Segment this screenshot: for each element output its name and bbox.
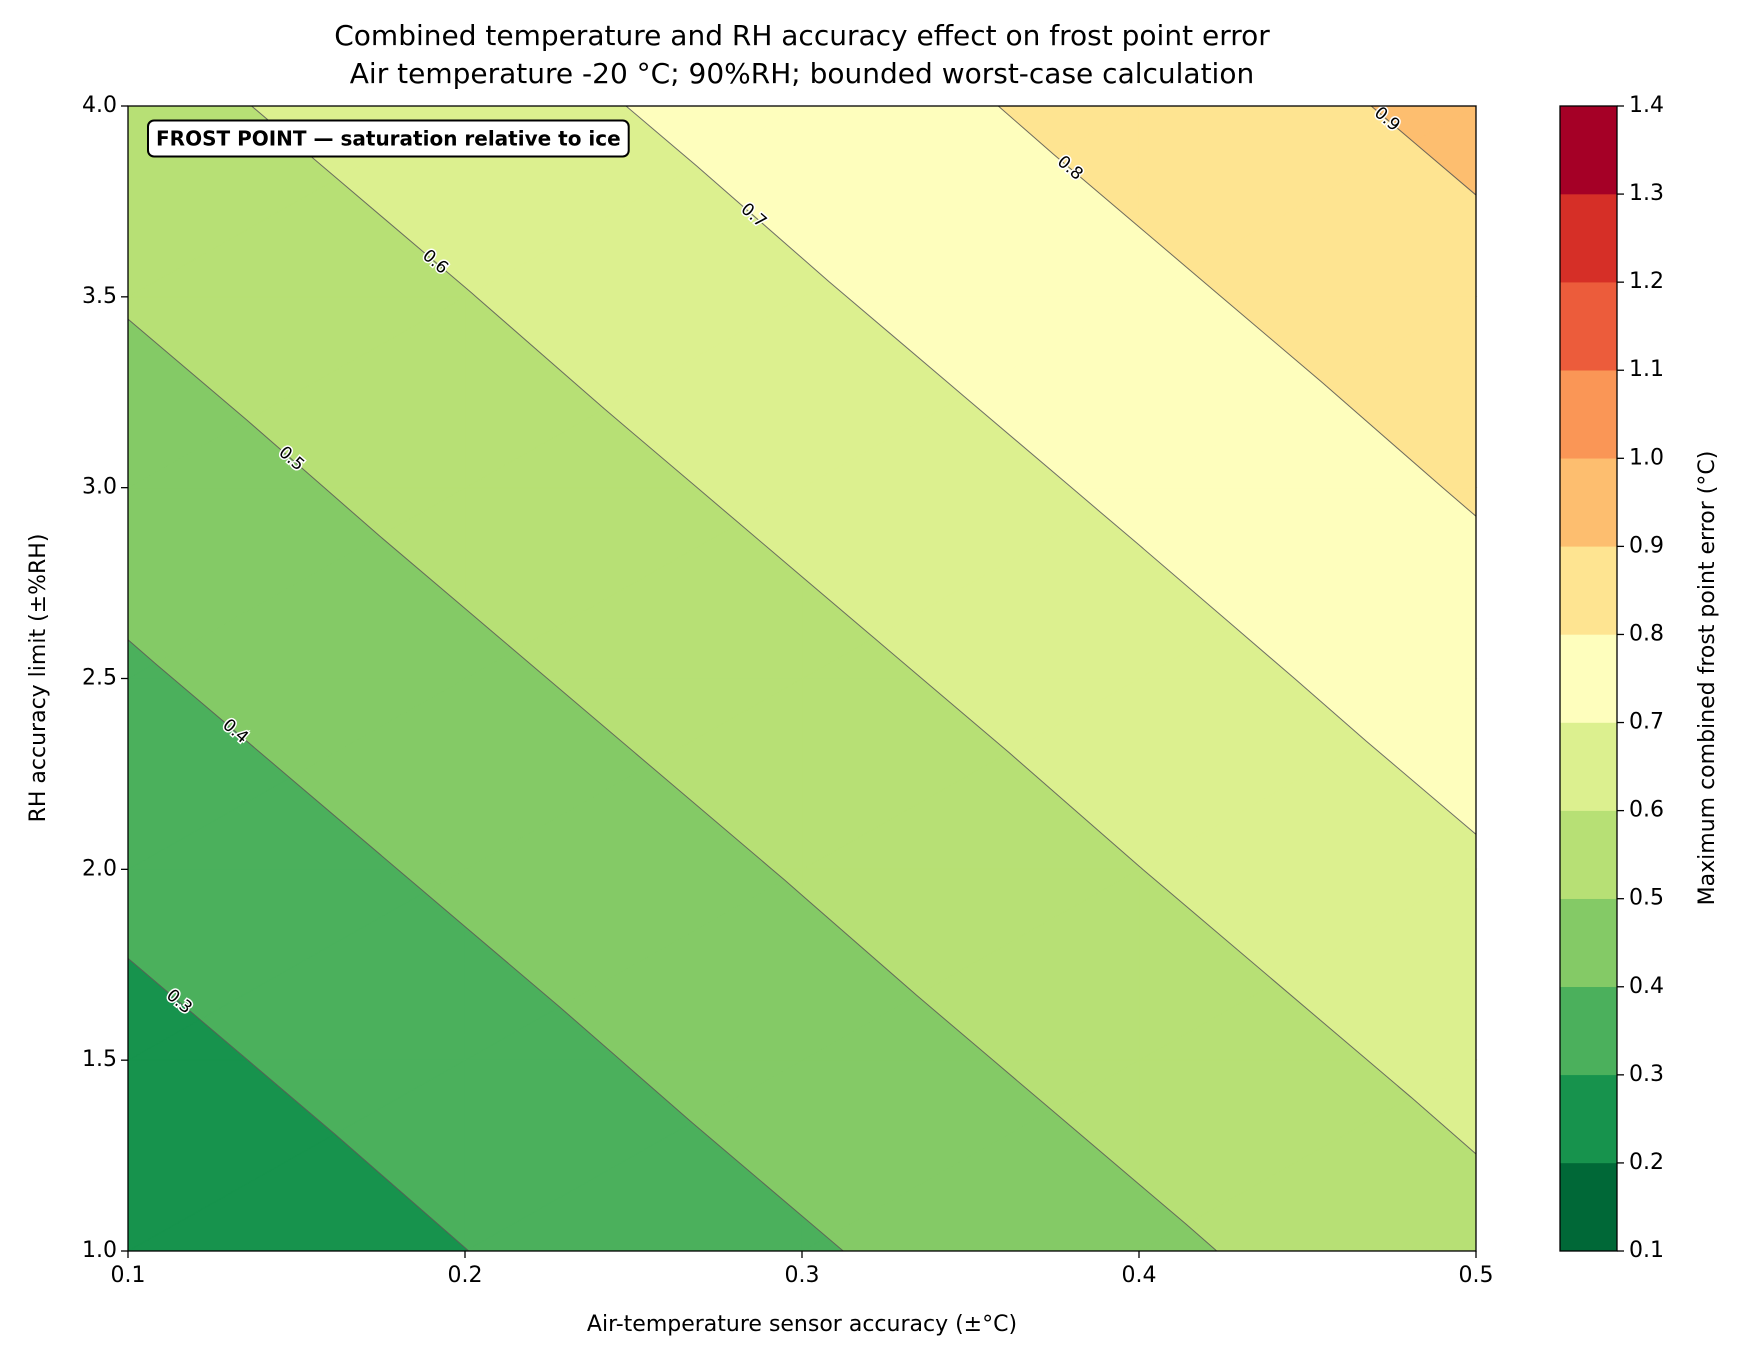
colorbar-tick-label: 0.8 <box>1629 621 1664 646</box>
colorbar-band <box>1559 458 1618 547</box>
chart-title: Combined temperature and RH accuracy eff… <box>334 19 1270 52</box>
colorbar-tick-label: 0.2 <box>1629 1150 1664 1175</box>
x-axis-label: Air-temperature sensor accuracy (±°C) <box>587 1312 1017 1337</box>
y-tick-label: 3.0 <box>82 475 117 500</box>
colorbar-band <box>1559 193 1618 283</box>
colorbar-tick-label: 0.3 <box>1629 1062 1664 1087</box>
contour-line <box>251 105 1477 1155</box>
colorbar-tick-label: 1.4 <box>1629 93 1664 118</box>
y-tick-label: 1.5 <box>82 1047 117 1072</box>
contour-line <box>127 639 844 1252</box>
colorbar-band <box>1559 898 1618 988</box>
colorbar-tick-label: 0.4 <box>1629 974 1664 999</box>
colorbar-tick-label: 1.0 <box>1629 445 1664 470</box>
contour-line <box>1370 105 1477 196</box>
y-tick-label: 2.0 <box>82 856 117 881</box>
contour-line <box>625 105 1477 835</box>
colorbar-band <box>1559 722 1618 811</box>
colorbar-band <box>1559 986 1618 1076</box>
x-tick-label: 0.4 <box>1122 1263 1157 1288</box>
colorbar-tick-label: 0.9 <box>1629 533 1664 558</box>
colorbar-tick-label: 1.1 <box>1629 357 1664 382</box>
colorbar-band <box>1559 281 1618 371</box>
colorbar-tick-label: 1.2 <box>1629 269 1664 294</box>
y-axis-label: RH accuracy limit (±%RH) <box>26 534 51 823</box>
colorbar-band <box>1559 546 1618 635</box>
colorbar-band <box>1559 1074 1618 1164</box>
y-tick-label: 1.0 <box>82 1238 117 1263</box>
y-tick-label: 3.5 <box>82 284 117 309</box>
colorbar-tick-label: 0.5 <box>1629 886 1664 911</box>
y-tick-label: 4.0 <box>82 93 117 118</box>
colorbar-band <box>1559 105 1618 195</box>
annotation-box <box>147 119 630 158</box>
contour-line <box>997 105 1477 517</box>
chart-subtitle: Air temperature -20 °C; 90%RH; bounded w… <box>350 57 1254 90</box>
colorbar-tick-label: 0.7 <box>1629 710 1664 735</box>
colorbar-band <box>1559 634 1618 723</box>
colorbar-band <box>1559 810 1618 899</box>
x-tick-label: 0.3 <box>785 1263 820 1288</box>
colorbar-band <box>1559 369 1618 459</box>
contour-line <box>127 318 1218 1252</box>
x-tick-label: 0.1 <box>111 1263 146 1288</box>
annotation: FROST POINT — saturation relative to ice <box>156 127 621 151</box>
x-tick-label: 0.5 <box>1459 1263 1494 1288</box>
x-tick-label: 0.2 <box>448 1263 483 1288</box>
colorbar-label: Maximum combined frost point error (°C) <box>1695 451 1720 906</box>
colorbar-band <box>1559 1162 1618 1252</box>
colorbar-frame <box>1559 105 1618 1252</box>
colorbar-tick-label: 0.1 <box>1629 1238 1664 1263</box>
y-tick-label: 2.5 <box>82 666 117 691</box>
colorbar-tick-label: 1.3 <box>1629 181 1664 206</box>
colorbar-tick-label: 0.6 <box>1629 798 1664 823</box>
contour-fill <box>126 105 1478 1252</box>
